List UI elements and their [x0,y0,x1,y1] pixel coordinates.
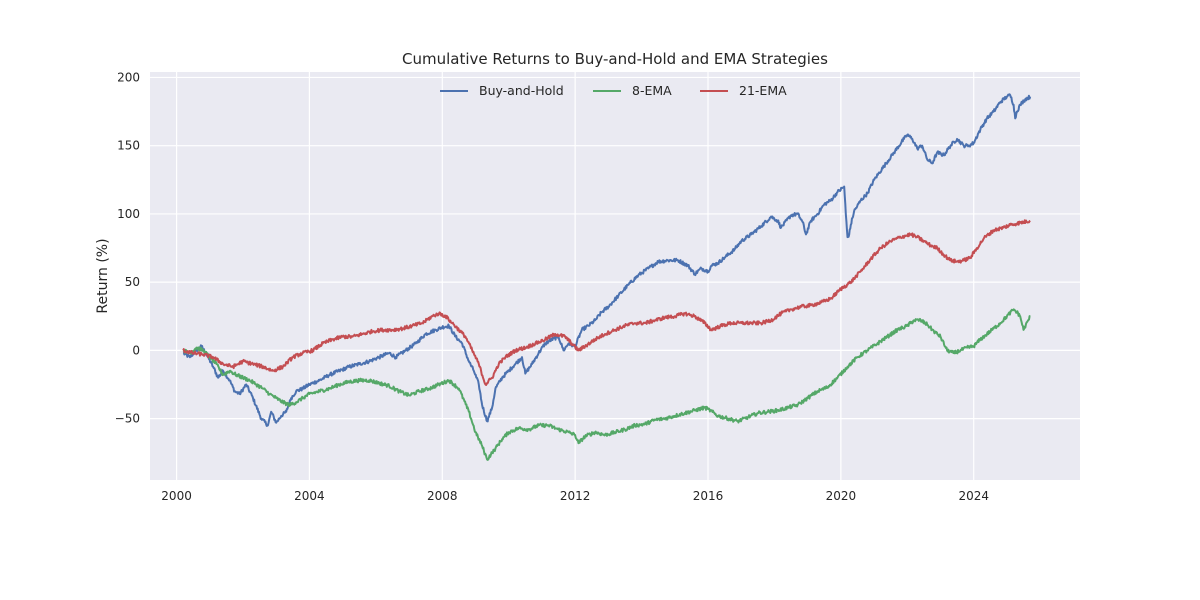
y-tick-label: 150 [117,139,140,153]
chart-title: Cumulative Returns to Buy-and-Hold and E… [402,50,828,68]
series-line-8-ema [182,308,1031,461]
legend-label: 8-EMA [632,83,672,98]
x-tick-label: 2012 [560,489,591,503]
x-tick-label: 2008 [427,489,458,503]
plot-area [150,72,1080,480]
y-tick-label: 200 [117,70,140,84]
x-tick-label: 2016 [693,489,724,503]
legend-label: 21-EMA [739,83,787,98]
y-tick-label: 100 [117,207,140,221]
y-axis-label: Return (%) [95,238,111,313]
y-axis-ticks: −50 0 50 100 150 200 [115,70,140,425]
series-line-buy-and-hold [182,93,1032,427]
y-tick-label: −50 [115,412,140,426]
x-tick-label: 2000 [161,489,192,503]
legend: Buy-and-Hold 8-EMA 21-EMA [440,83,787,98]
x-tick-label: 2004 [294,489,325,503]
series-line-21-ema [182,219,1031,386]
grid-lines [150,72,1080,480]
x-tick-label: 2020 [826,489,857,503]
x-axis-ticks: 2000 2004 2008 2012 2016 2020 2024 [161,489,989,503]
y-tick-label: 0 [132,343,140,357]
legend-label: Buy-and-Hold [479,83,564,98]
series-lines [182,93,1032,461]
x-tick-label: 2024 [958,489,989,503]
y-tick-label: 50 [125,275,140,289]
